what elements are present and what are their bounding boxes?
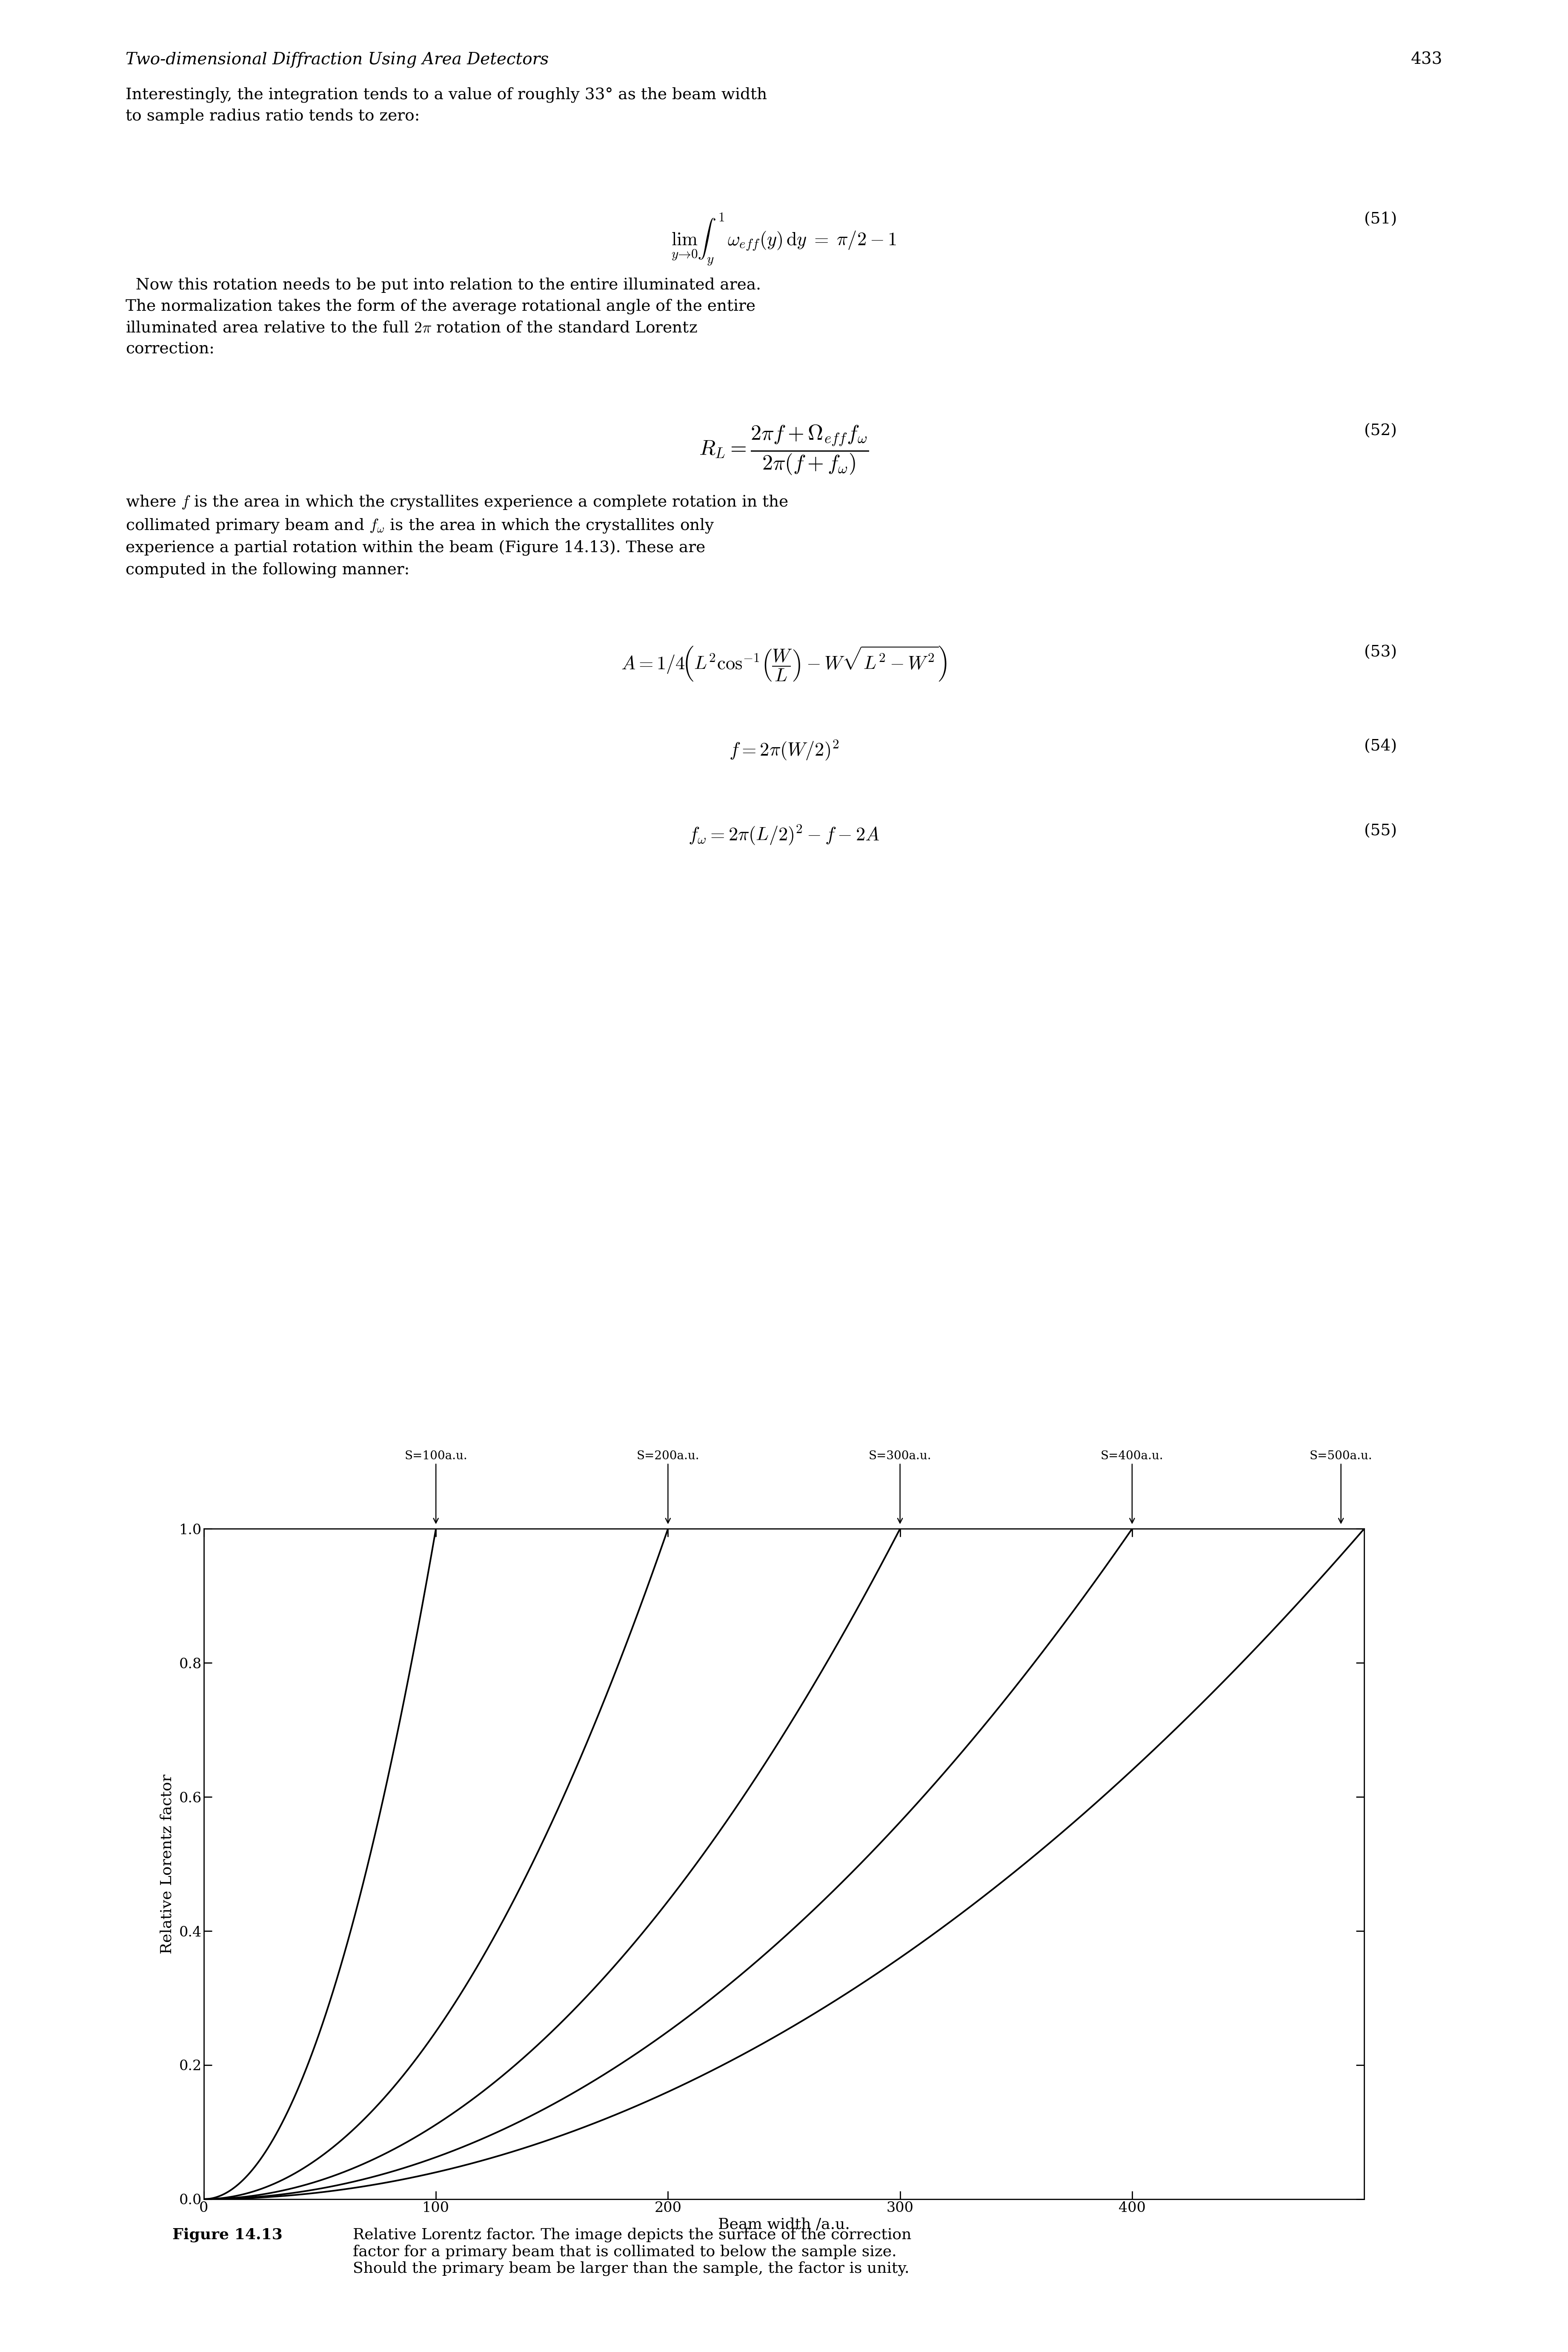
Text: (53): (53)	[1364, 644, 1397, 661]
Text: Two-dimensional Diffraction Using Area Detectors: Two-dimensional Diffraction Using Area D…	[125, 52, 549, 68]
Text: $\lim_{y \to 0} \int_{y}^{1} \omega_{\it{eff}}(y)\,\mathrm{d}y\;=\;\pi/2 - 1$: $\lim_{y \to 0} \int_{y}^{1} \omega_{\it…	[671, 212, 897, 266]
Y-axis label: Relative Lorentz factor: Relative Lorentz factor	[160, 1773, 174, 1955]
Text: Relative Lorentz factor. The image depicts the surface of the correction
factor : Relative Lorentz factor. The image depic…	[353, 2227, 911, 2277]
Text: (55): (55)	[1364, 823, 1397, 840]
Text: $f = 2\pi(W/2)^2$: $f = 2\pi(W/2)^2$	[729, 739, 839, 762]
Text: S=400a.u.: S=400a.u.	[1101, 1451, 1163, 1524]
Text: (52): (52)	[1364, 423, 1397, 440]
Text: S=200a.u.: S=200a.u.	[637, 1451, 699, 1524]
Text: Figure 14.13: Figure 14.13	[172, 2227, 293, 2241]
Text: S=100a.u.: S=100a.u.	[405, 1451, 467, 1524]
Text: (54): (54)	[1364, 739, 1397, 755]
Text: S=500a.u.: S=500a.u.	[1309, 1451, 1372, 1524]
Text: where $f$ is the area in which the crystallites experience a complete rotation i: where $f$ is the area in which the cryst…	[125, 494, 789, 579]
Text: $f_\omega = 2\pi(L/2)^2 - f - 2A$: $f_\omega = 2\pi(L/2)^2 - f - 2A$	[688, 823, 880, 847]
Text: Interestingly, the integration tends to a value of roughly 33° as the beam width: Interestingly, the integration tends to …	[125, 87, 767, 125]
Text: S=300a.u.: S=300a.u.	[869, 1451, 931, 1524]
Text: Now this rotation needs to be put into relation to the entire illuminated area.
: Now this rotation needs to be put into r…	[125, 278, 760, 358]
Text: $R_L = \dfrac{2\pi f + \Omega_{\it{eff}} f_\omega}{2\pi(f + f_\omega)}$: $R_L = \dfrac{2\pi f + \Omega_{\it{eff}}…	[699, 423, 869, 477]
X-axis label: Beam width /a.u.: Beam width /a.u.	[718, 2218, 850, 2232]
Text: $A = 1/4\!\left(L^2\cos^{-1}\!\left(\dfrac{W}{L}\right) - W\sqrt{L^2 - W^2}\righ: $A = 1/4\!\left(L^2\cos^{-1}\!\left(\dfr…	[621, 644, 947, 682]
Text: 433: 433	[1411, 52, 1443, 68]
Text: (51): (51)	[1364, 212, 1397, 228]
